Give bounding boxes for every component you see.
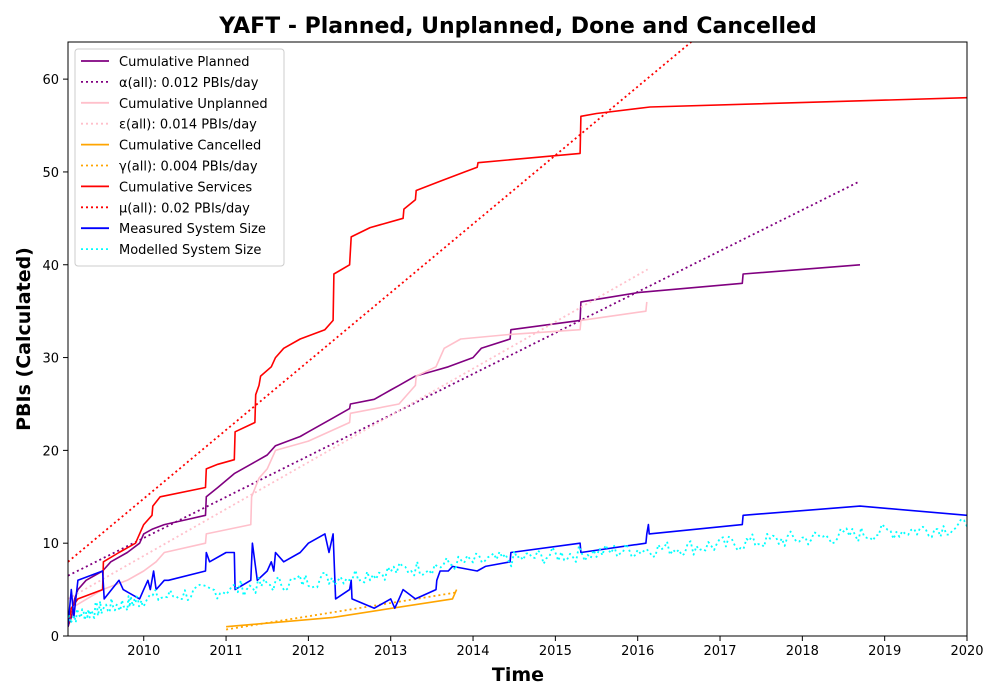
x-tick-label-10: 2020 [950, 644, 983, 659]
x-tick-label-7: 2017 [703, 644, 736, 659]
x-axis-ticks: 2010 2011 2012 2013 2014 2015 2016 2017 2018 2019… [127, 636, 984, 659]
series-line-0 [68, 264, 861, 627]
x-tick-label-3: 2013 [374, 644, 407, 659]
y-axis-label: PBIs (Calculated) [13, 247, 35, 431]
x-tick-label-4: 2014 [456, 644, 489, 659]
legend-label-9: Modelled System Size [119, 243, 261, 258]
chart-title: YAFT - Planned, Unplanned, Done and Canc… [218, 14, 816, 39]
series-line-7 [68, 42, 692, 563]
y-axis-ticks: 0 10 20 30 40 50 60 [42, 73, 68, 645]
x-tick-label-6: 2016 [621, 644, 654, 659]
series-line-4 [226, 589, 458, 628]
y-tick-label-1: 10 [42, 537, 59, 552]
x-tick-label-5: 2015 [539, 644, 572, 659]
series-line-9 [68, 518, 967, 625]
legend-label-8: Measured System Size [119, 222, 266, 237]
legend-label-5: γ(all): 0.004 PBIs/day [119, 160, 258, 175]
series-line-3 [68, 268, 649, 600]
x-tick-label-1: 2011 [210, 644, 243, 659]
y-tick-label-5: 50 [42, 166, 59, 181]
legend: Cumulative Planned α(all): 0.012 PBIs/day… [74, 48, 285, 267]
legend-label-6: Cumulative Services [119, 180, 252, 195]
legend-label-4: Cumulative Cancelled [119, 139, 261, 154]
plot-lines [68, 42, 967, 631]
x-tick-label-0: 2010 [127, 644, 160, 659]
plot-frame [67, 41, 968, 637]
x-tick-label-8: 2018 [786, 644, 819, 659]
series-line-5 [225, 591, 457, 631]
legend-label-7: μ(all): 0.02 PBIs/day [119, 201, 250, 216]
legend-box [74, 48, 285, 267]
x-tick-label-2: 2012 [292, 644, 325, 659]
x-tick-label-9: 2019 [868, 644, 901, 659]
legend-label-2: Cumulative Unplanned [119, 97, 268, 112]
y-tick-label-2: 20 [42, 444, 59, 459]
x-axis-label: Time [492, 664, 544, 686]
series-line-6 [68, 96, 967, 627]
y-tick-label-6: 60 [42, 73, 59, 88]
y-tick-label-0: 0 [51, 630, 59, 645]
legend-label-3: ε(all): 0.014 PBIs/day [119, 118, 257, 133]
y-tick-label-3: 30 [42, 352, 59, 367]
legend-label-0: Cumulative Planned [119, 55, 249, 70]
y-tick-label-4: 40 [42, 259, 59, 274]
series-line-2 [68, 301, 648, 627]
series-line-8 [68, 505, 967, 627]
legend-label-1: α(all): 0.012 PBIs/day [119, 76, 259, 91]
